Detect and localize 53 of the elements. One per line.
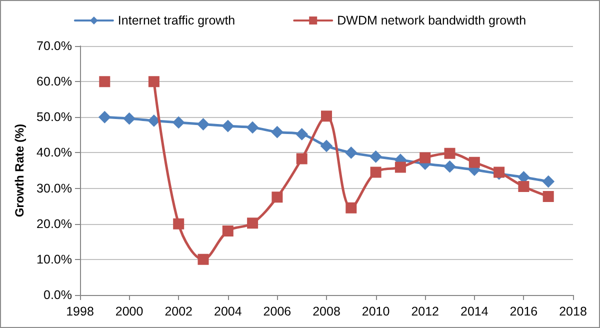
point	[271, 126, 284, 138]
x-tick-label: 2000	[115, 304, 144, 318]
point	[345, 146, 358, 159]
point	[346, 202, 357, 214]
point	[370, 150, 382, 163]
point	[420, 152, 431, 164]
y-tick-label: 70.0%	[36, 39, 72, 53]
point	[320, 140, 332, 152]
point	[542, 190, 554, 202]
y-tick-label: 0.0%	[44, 288, 72, 302]
x-tick-label: 2014	[460, 304, 488, 318]
point	[247, 218, 258, 229]
point	[444, 160, 456, 173]
point	[198, 254, 209, 265]
point	[296, 128, 308, 140]
point	[172, 116, 185, 128]
x-tick-label: 2016	[510, 304, 538, 318]
point	[518, 181, 530, 192]
y-tick-label: 10.0%	[36, 252, 72, 266]
y-tick-label: 30.0%	[36, 181, 72, 196]
point	[394, 162, 406, 173]
x-tick-label: 1998	[66, 304, 94, 318]
point	[173, 218, 184, 230]
point	[468, 156, 480, 168]
point	[123, 112, 136, 125]
x-tick-label: 2018	[559, 304, 587, 318]
legend-label: DWDM network bandwidth growth	[337, 14, 526, 28]
y-tick-label: 40.0%	[36, 146, 72, 160]
point	[98, 111, 111, 124]
point	[321, 110, 332, 122]
point	[148, 114, 160, 127]
point	[222, 120, 234, 132]
y-tick-label: 20.0%	[36, 216, 72, 231]
x-tick-label: 2006	[263, 304, 292, 318]
point	[272, 192, 283, 203]
x-tick-label: 2008	[312, 304, 340, 318]
y-tick-label: 60.0%	[36, 74, 72, 89]
point	[222, 225, 234, 236]
x-tick-label: 2012	[411, 304, 440, 318]
x-tick-label: 2010	[362, 304, 390, 318]
point	[246, 121, 259, 134]
legend-label: Internet traffic growth	[118, 14, 236, 28]
y-axis-title: Growth Rate (%)	[12, 124, 27, 218]
x-tick-label: 2002	[164, 304, 193, 318]
point	[99, 76, 110, 88]
x-tick-label: 2004	[214, 304, 242, 318]
point	[444, 148, 456, 159]
y-tick-label: 50.0%	[36, 110, 72, 124]
point	[542, 176, 554, 188]
point	[148, 76, 160, 88]
point	[370, 166, 382, 178]
point	[197, 118, 210, 130]
point	[296, 153, 308, 164]
